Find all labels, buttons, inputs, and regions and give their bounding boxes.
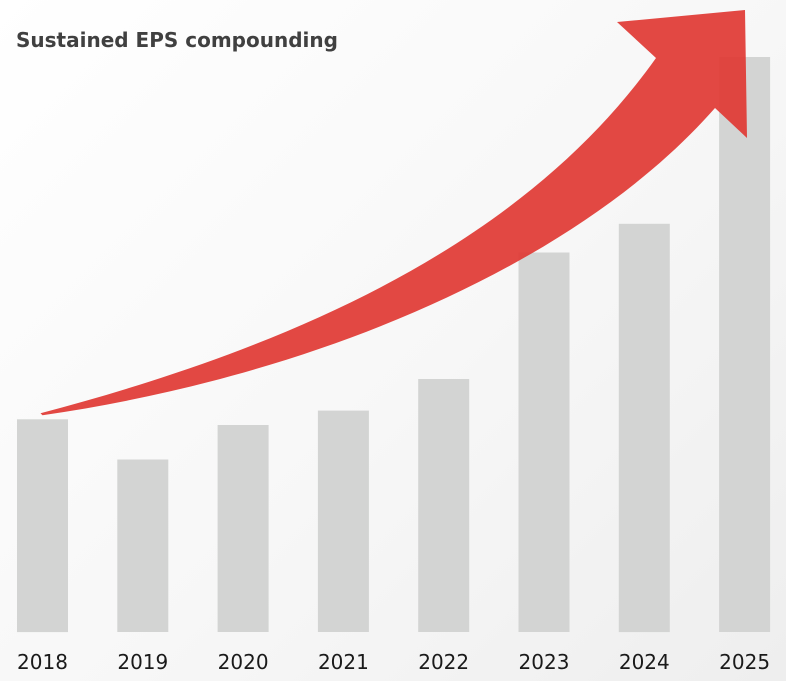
- bar-2019: [117, 459, 169, 632]
- trend-arrow: [40, 10, 747, 416]
- x-tick-label-2024: 2024: [619, 650, 670, 674]
- x-axis-ticks: 2018 2019 2020 2021 2022 2023 2024 2025: [17, 650, 770, 674]
- bar-2021: [317, 410, 369, 632]
- bar-2022: [418, 379, 470, 632]
- x-tick-label-2025: 2025: [719, 650, 770, 674]
- bar-2020: [217, 425, 269, 632]
- bar-2025: [719, 57, 771, 632]
- x-tick-label-2021: 2021: [318, 650, 369, 674]
- x-tick-label-2022: 2022: [418, 650, 469, 674]
- x-tick-label-2019: 2019: [117, 650, 168, 674]
- x-tick-label-2018: 2018: [17, 650, 68, 674]
- bars-layer: [17, 57, 771, 633]
- bar-2023: [518, 252, 570, 632]
- bar-2018: [17, 419, 68, 633]
- trend-arrow-shape: [40, 10, 747, 416]
- x-tick-label-2020: 2020: [218, 650, 269, 674]
- chart-title: Sustained EPS compounding: [16, 28, 338, 52]
- bar-2024: [618, 223, 670, 633]
- x-tick-label-2023: 2023: [519, 650, 570, 674]
